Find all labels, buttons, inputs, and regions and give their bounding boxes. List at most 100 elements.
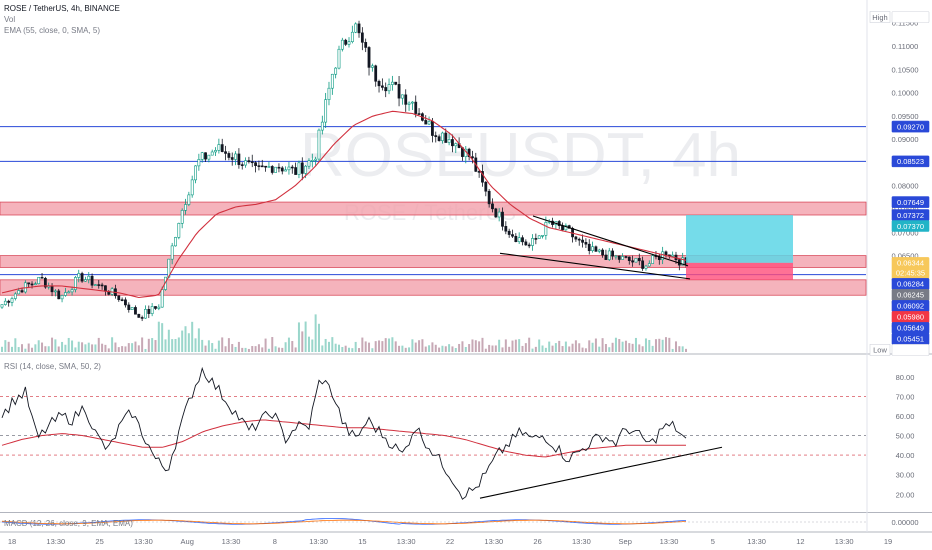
price-axis[interactable]: 0.11500 0.11000 0.10500 0.10000 0.09500 0.090…: [0, 0, 932, 533]
volume-bar: [84, 344, 87, 352]
volume-bar: [621, 341, 624, 352]
price-tag-0.06092[interactable]: 0.06092: [891, 300, 930, 312]
price-tag-0.04645[interactable]: 0.04645 Low: [869, 344, 930, 356]
volume-bar: [44, 346, 47, 352]
price-tag-value: 0.05980: [897, 313, 924, 322]
chart-title[interactable]: ROSE / TetherUS, 4h, BINANCE: [4, 4, 120, 13]
rsi-tick-label: 30.00: [896, 471, 915, 480]
candle-body: [43, 277, 47, 288]
candle-body: [427, 121, 431, 125]
support-resistance-zone[interactable]: [0, 201, 867, 216]
volume-bar: [514, 339, 517, 352]
volume-bar: [501, 347, 504, 352]
wedge-upper-line[interactable]: [532, 215, 689, 267]
candle-body: [477, 171, 481, 173]
candle-body: [137, 313, 141, 318]
long-position-tool[interactable]: [686, 215, 793, 280]
support-resistance-zone[interactable]: [0, 255, 867, 268]
candle-body: [414, 101, 418, 114]
ema-legend[interactable]: EMA (55, close, 0, SMA, 5): [4, 26, 101, 35]
candle-body: [53, 290, 57, 293]
falling-wedge-lines[interactable]: [499, 215, 691, 280]
candle-body: [424, 120, 428, 125]
rsi-trendline[interactable]: [479, 446, 723, 499]
time-tick-label: 5: [711, 537, 715, 546]
volume-bar: [611, 342, 614, 352]
candle-body: [204, 152, 207, 160]
candle-body: [320, 121, 324, 131]
volume-bar: [664, 337, 667, 352]
price-tick-label: 0.11000: [892, 42, 919, 51]
candle-body: [417, 113, 421, 115]
volume-bar: [67, 337, 70, 352]
candle-body: [357, 23, 361, 34]
price-tag-value: 0.08523: [897, 157, 924, 166]
volume-bar: [404, 347, 407, 352]
wedge-lower-line[interactable]: [499, 252, 691, 280]
time-axis[interactable]: 18 13:30 25 13:30 Aug 13:30 8 13:30 15 13:30 22 13:…: [8, 537, 892, 546]
position-target-zone[interactable]: [686, 215, 793, 263]
price-tag-0.08523[interactable]: 0.08523: [891, 155, 930, 168]
price-tag-0.07372[interactable]: 0.07372: [891, 209, 930, 221]
volume-bar: [361, 337, 364, 352]
volume-bar: [101, 343, 104, 352]
candle-body: [190, 179, 194, 196]
volume-bar: [104, 344, 107, 352]
volume-bar: [401, 345, 404, 352]
candle-body: [534, 238, 538, 240]
volume-bar: [267, 348, 270, 352]
macd-legend[interactable]: MACD (12, 26, close, 9, EMA, EMA): [4, 519, 133, 528]
price-tag-0.06245[interactable]: 0.06245: [891, 289, 930, 301]
volume-bar: [344, 345, 347, 352]
candle-body: [644, 265, 648, 269]
candle-body: [284, 169, 288, 172]
candle-body: [160, 289, 164, 308]
volume-bar: [571, 343, 574, 352]
rsi-legend[interactable]: RSI (14, close, SMA, 50, 2): [4, 362, 101, 371]
volume-bar: [624, 340, 627, 352]
volume-bar: [47, 346, 50, 352]
time-tick-label: 13:30: [484, 537, 503, 546]
price-tag-0.07649[interactable]: 0.07649: [891, 196, 930, 208]
time-tick-label: 13:30: [134, 537, 153, 546]
volume-bar: [548, 341, 551, 352]
price-tag-0.09270[interactable]: 0.09270: [891, 120, 930, 133]
volume-bar: [461, 341, 464, 352]
position-stop-zone[interactable]: [686, 262, 793, 280]
price-tag-value: 0.06284: [897, 280, 924, 289]
price-tag-value: 0.04645: [897, 346, 924, 355]
price-tag-0.05980[interactable]: 0.05980: [891, 311, 930, 323]
price-tick-label: 0.11500: [892, 19, 919, 28]
time-tick-label: 12: [796, 537, 804, 546]
price-tag-value: 0.11623: [897, 13, 924, 22]
time-tick-label: 13:30: [835, 537, 854, 546]
candle-body: [481, 171, 484, 183]
candle-body: [521, 237, 524, 243]
volume-bar: [54, 339, 57, 352]
price-tick-label: 0.07000: [891, 228, 918, 237]
candle-body: [591, 246, 594, 251]
volume-bar: [378, 340, 381, 352]
candle-body: [314, 158, 318, 161]
price-tag-0.05649[interactable]: 0.05649: [891, 322, 930, 334]
volume-legend[interactable]: Vol: [4, 15, 16, 24]
volume-bar: [681, 346, 684, 352]
volume-bar: [381, 341, 384, 352]
candle-body: [601, 249, 604, 256]
price-tag-0.06284[interactable]: 0.06284: [891, 278, 930, 290]
price-tag-value: 0.05451: [897, 335, 924, 344]
volume-bar: [281, 347, 284, 352]
candle-body: [230, 157, 234, 160]
volume-bar: [458, 343, 461, 352]
candle-body: [651, 255, 655, 264]
price-tag-0.11623[interactable]: 0.11623 High: [869, 11, 930, 23]
candle-body: [337, 48, 341, 69]
candle-body: [94, 284, 97, 286]
support-resistance-zone[interactable]: [0, 279, 867, 296]
price-tag-0.07370[interactable]: 0.07370: [891, 220, 930, 232]
price-tag-0.05451[interactable]: 0.05451: [891, 333, 930, 345]
candle-body: [324, 99, 328, 123]
candle-body: [70, 289, 74, 293]
